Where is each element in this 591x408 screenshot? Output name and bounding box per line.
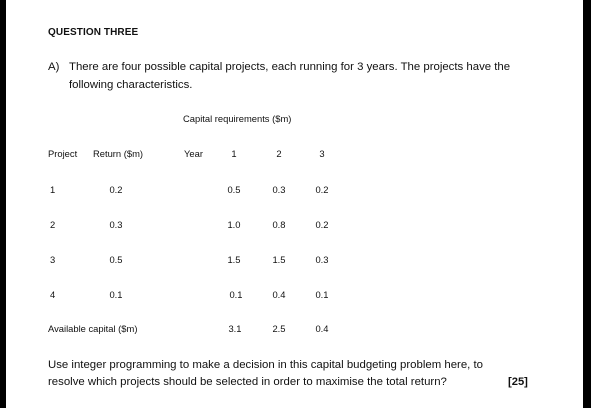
instruction-line-1: Use integer programming to make a decisi…	[48, 359, 483, 371]
row-2-project: 2	[50, 219, 56, 230]
available-year-1: 3.1	[228, 323, 242, 334]
part-a-text-line-1: There are four possible capital projects…	[69, 61, 511, 73]
part-a-label: A)	[48, 61, 60, 73]
row-4-project: 4	[50, 289, 56, 300]
row-1-req-year-3: 0.2	[315, 184, 329, 195]
question-heading: QUESTION THREE	[48, 27, 139, 38]
row-1-return: 0.2	[109, 184, 123, 195]
part-a-text-line-2: following characteristics.	[69, 79, 193, 91]
row-4-req-year-1: 0.1	[229, 289, 243, 300]
row-3-req-year-3: 0.3	[315, 254, 329, 265]
header-year-3: 3	[319, 148, 325, 159]
instruction-line-2: resolve which projects should be selecte…	[48, 376, 447, 388]
row-2-req-year-3: 0.2	[315, 219, 329, 230]
marks-badge: [25]	[508, 376, 528, 388]
row-3-req-year-1: 1.5	[227, 254, 241, 265]
row-3-req-year-2: 1.5	[272, 254, 286, 265]
row-1-req-year-1: 0.5	[227, 184, 241, 195]
row-3-project: 3	[50, 254, 56, 265]
header-year-1: 1	[231, 148, 237, 159]
table-caption: Capital requirements ($m)	[183, 113, 292, 124]
row-2-return: 0.3	[109, 219, 123, 230]
row-2-req-year-2: 0.8	[272, 219, 286, 230]
row-2-req-year-1: 1.0	[227, 219, 241, 230]
header-year-2: 2	[276, 148, 282, 159]
header-return: Return ($m)	[93, 148, 144, 159]
row-1-project: 1	[50, 184, 56, 195]
available-year-3: 0.4	[315, 323, 329, 334]
row-1-req-year-2: 0.3	[272, 184, 286, 195]
row-4-req-year-3: 0.1	[315, 289, 329, 300]
document-page: QUESTION THREE A) There are four possibl…	[6, 0, 583, 408]
available-year-2: 2.5	[272, 323, 286, 334]
available-capital-label: Available capital ($m)	[48, 323, 138, 334]
header-project: Project	[48, 148, 78, 159]
row-4-req-year-2: 0.4	[272, 289, 286, 300]
row-4-return: 0.1	[109, 289, 123, 300]
header-year: Year	[184, 148, 203, 159]
row-3-return: 0.5	[109, 254, 123, 265]
